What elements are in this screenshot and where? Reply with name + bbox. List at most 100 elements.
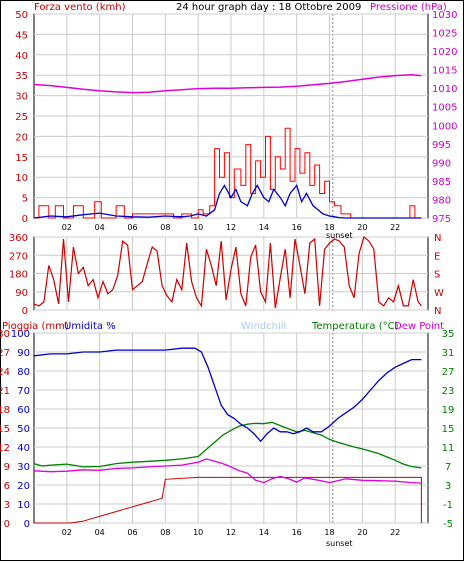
humidity-line bbox=[33, 347, 422, 443]
x-tick-2-10: 22 bbox=[390, 528, 400, 537]
wind-y-tick-8: 40 bbox=[15, 51, 28, 62]
x-tick-2-4: 10 bbox=[193, 528, 203, 537]
wind-y-tick-7: 35 bbox=[15, 71, 28, 82]
rain-y-tick-4: 12 bbox=[0, 443, 10, 454]
pressure-y-tick-5: 1000 bbox=[432, 121, 457, 132]
axis-ticks: 02 04 06 08 10 12 14 16 18 20 22 02 04 06 08 10 12 14 16 18… bbox=[0, 10, 457, 537]
legend-windchill: Windchill bbox=[241, 321, 286, 332]
rain-y-tick-9: 27 bbox=[0, 348, 10, 359]
humidity-axis-title: Umidita % bbox=[64, 321, 116, 332]
dir-compass-2: S bbox=[434, 270, 440, 281]
rain-y-tick-3: 9 bbox=[4, 462, 10, 473]
x-tick-0-9: 20 bbox=[357, 223, 367, 232]
x-tick-0-4: 10 bbox=[193, 223, 203, 232]
sunset-label-wind: sunset bbox=[326, 231, 353, 240]
x-tick-2-3: 08 bbox=[160, 528, 170, 537]
rain-y-tick-0: 0 bbox=[4, 519, 10, 530]
x-tick-2-9: 20 bbox=[357, 528, 367, 537]
temp-y-tick-2: 3 bbox=[445, 481, 451, 492]
wind-y-tick-5: 25 bbox=[15, 112, 28, 123]
humidity-y-tick-9: 90 bbox=[17, 348, 30, 359]
x-tick-0-6: 14 bbox=[259, 223, 269, 232]
temperature-line bbox=[33, 421, 422, 469]
dir-compass-0: N bbox=[434, 306, 441, 317]
pressure-y-tick-1: 980 bbox=[432, 195, 451, 206]
pressure-y-tick-9: 1020 bbox=[432, 47, 457, 58]
grid-lines bbox=[34, 13, 428, 524]
x-tick-0-7: 16 bbox=[292, 223, 302, 232]
dir-y-tick-2: 180 bbox=[9, 270, 28, 281]
humidity-y-tick-8: 80 bbox=[17, 367, 30, 378]
humidity-y-tick-2: 20 bbox=[17, 481, 30, 492]
wind-y-tick-4: 20 bbox=[15, 132, 28, 143]
x-tick-2-1: 04 bbox=[95, 528, 105, 537]
dir-y-tick-4: 360 bbox=[9, 233, 28, 244]
dir-compass-1: W bbox=[434, 288, 444, 299]
pressure-y-tick-7: 1010 bbox=[432, 84, 457, 95]
dir-compass-4: N bbox=[434, 233, 441, 244]
legend-dewpoint: Dew Point bbox=[394, 321, 444, 332]
pressure-y-tick-6: 1005 bbox=[432, 103, 457, 114]
rain-y-tick-7: 21 bbox=[0, 386, 10, 397]
temp-y-tick-1: -1 bbox=[443, 500, 453, 511]
humidity-y-tick-7: 70 bbox=[17, 386, 30, 397]
dir-compass-3: E bbox=[434, 251, 440, 262]
temp-y-tick-6: 19 bbox=[442, 405, 455, 416]
humidity-y-tick-6: 60 bbox=[17, 405, 30, 416]
wind-axis-title: Forza vento (kmh) bbox=[34, 2, 126, 13]
wind-y-tick-9: 45 bbox=[15, 30, 28, 41]
rain-y-tick-1: 3 bbox=[4, 500, 10, 511]
humidity-y-tick-1: 10 bbox=[17, 500, 30, 511]
series-lines bbox=[33, 74, 422, 524]
wind-y-tick-1: 5 bbox=[22, 194, 28, 205]
x-tick-0-3: 08 bbox=[160, 223, 170, 232]
page-title: 24 hour graph day : 18 Ottobre 2009 bbox=[176, 2, 361, 13]
x-tick-0-5: 12 bbox=[226, 223, 236, 232]
pressure-axis-title: Pressione (hPa) bbox=[370, 2, 447, 13]
rain-axis-title: Pioggia (mm) bbox=[2, 321, 69, 332]
x-tick-2-0: 02 bbox=[62, 528, 72, 537]
rain-y-tick-8: 24 bbox=[0, 367, 10, 378]
dir-y-tick-0: 0 bbox=[22, 306, 28, 317]
humidity-y-tick-0: 0 bbox=[24, 519, 30, 530]
x-tick-0-2: 06 bbox=[127, 223, 137, 232]
direction-line bbox=[33, 235, 422, 309]
pressure-y-tick-11: 1030 bbox=[432, 10, 457, 21]
temp-y-tick-4: 11 bbox=[442, 443, 455, 454]
temp-y-tick-3: 7 bbox=[445, 462, 451, 473]
wind-y-tick-2: 10 bbox=[15, 173, 28, 184]
wind-y-tick-3: 15 bbox=[15, 153, 28, 164]
rain-y-tick-6: 18 bbox=[0, 405, 10, 416]
x-tick-0-0: 02 bbox=[62, 223, 72, 232]
pressure-y-tick-8: 1015 bbox=[432, 66, 457, 77]
rain-line bbox=[34, 476, 422, 524]
dir-y-tick-3: 270 bbox=[9, 251, 28, 262]
dewpoint-line bbox=[33, 458, 422, 484]
rain-y-tick-10: 30 bbox=[0, 329, 10, 340]
temp-y-tick-10: 35 bbox=[442, 329, 455, 340]
humidity-y-tick-3: 30 bbox=[17, 462, 30, 473]
x-tick-2-7: 16 bbox=[292, 528, 302, 537]
dir-y-tick-1: 90 bbox=[15, 288, 28, 299]
x-tick-2-5: 12 bbox=[226, 528, 236, 537]
pressure-line bbox=[33, 74, 422, 94]
avg-wind-line bbox=[33, 184, 422, 219]
x-tick-2-8: 18 bbox=[324, 528, 334, 537]
temp-y-tick-5: 15 bbox=[442, 424, 455, 435]
gust-line bbox=[34, 127, 422, 219]
x-tick-2-2: 06 bbox=[127, 528, 137, 537]
temp-y-tick-9: 31 bbox=[442, 348, 455, 359]
x-tick-2-6: 14 bbox=[259, 528, 269, 537]
temp-y-tick-7: 23 bbox=[442, 386, 455, 397]
x-tick-0-1: 04 bbox=[95, 223, 105, 232]
pressure-y-tick-2: 985 bbox=[432, 177, 451, 188]
wind-y-tick-10: 50 bbox=[15, 10, 28, 21]
temp-y-tick-8: 27 bbox=[442, 367, 455, 378]
pressure-y-tick-0: 975 bbox=[432, 214, 451, 225]
sunset-label-temp: sunset bbox=[326, 539, 353, 548]
temp-y-tick-0: -5 bbox=[443, 519, 453, 530]
humidity-y-tick-4: 40 bbox=[17, 443, 30, 454]
x-tick-0-10: 22 bbox=[390, 223, 400, 232]
